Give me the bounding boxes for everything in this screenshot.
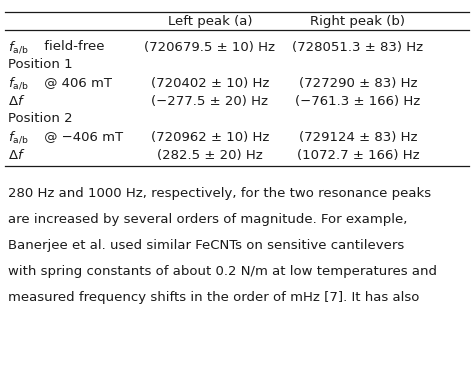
Text: (727290 ± 83) Hz: (727290 ± 83) Hz	[299, 77, 417, 89]
Text: Banerjee et al. used similar FeCNTs on sensitive cantilevers: Banerjee et al. used similar FeCNTs on s…	[8, 239, 404, 252]
Text: (1072.7 ± 166) Hz: (1072.7 ± 166) Hz	[297, 149, 419, 161]
Text: measured frequency shifts in the order of mHz [7]. It has also: measured frequency shifts in the order o…	[8, 291, 419, 304]
Text: (729124 ± 83) Hz: (729124 ± 83) Hz	[299, 130, 417, 144]
Text: (728051.3 ± 83) Hz: (728051.3 ± 83) Hz	[292, 41, 424, 53]
Text: field-free: field-free	[40, 41, 104, 53]
Text: Left peak (a): Left peak (a)	[168, 14, 252, 27]
Text: $f_{\mathrm{a/b}}$: $f_{\mathrm{a/b}}$	[8, 75, 29, 91]
Text: Right peak (b): Right peak (b)	[310, 14, 405, 27]
Text: Position 1: Position 1	[8, 58, 73, 72]
Text: with spring constants of about 0.2 N/m at low temperatures and: with spring constants of about 0.2 N/m a…	[8, 265, 437, 278]
Text: $f_{\mathrm{a/b}}$: $f_{\mathrm{a/b}}$	[8, 129, 29, 145]
Text: (720962 ± 10) Hz: (720962 ± 10) Hz	[151, 130, 269, 144]
Text: 280 Hz and 1000 Hz, respectively, for the two resonance peaks: 280 Hz and 1000 Hz, respectively, for th…	[8, 187, 431, 200]
Text: (−761.3 ± 166) Hz: (−761.3 ± 166) Hz	[295, 94, 420, 108]
Text: (282.5 ± 20) Hz: (282.5 ± 20) Hz	[157, 149, 263, 161]
Text: (720402 ± 10) Hz: (720402 ± 10) Hz	[151, 77, 269, 89]
Text: @ −406 mT: @ −406 mT	[40, 130, 123, 144]
Text: (720679.5 ± 10) Hz: (720679.5 ± 10) Hz	[145, 41, 275, 53]
Text: Position 2: Position 2	[8, 113, 73, 125]
Text: $f_{\mathrm{a/b}}$: $f_{\mathrm{a/b}}$	[8, 39, 29, 55]
Text: (−277.5 ± 20) Hz: (−277.5 ± 20) Hz	[152, 94, 268, 108]
Text: @ 406 mT: @ 406 mT	[40, 77, 112, 89]
Text: $\Delta f$: $\Delta f$	[8, 148, 26, 162]
Text: are increased by several orders of magnitude. For example,: are increased by several orders of magni…	[8, 213, 407, 226]
Text: $\Delta f$: $\Delta f$	[8, 94, 26, 108]
